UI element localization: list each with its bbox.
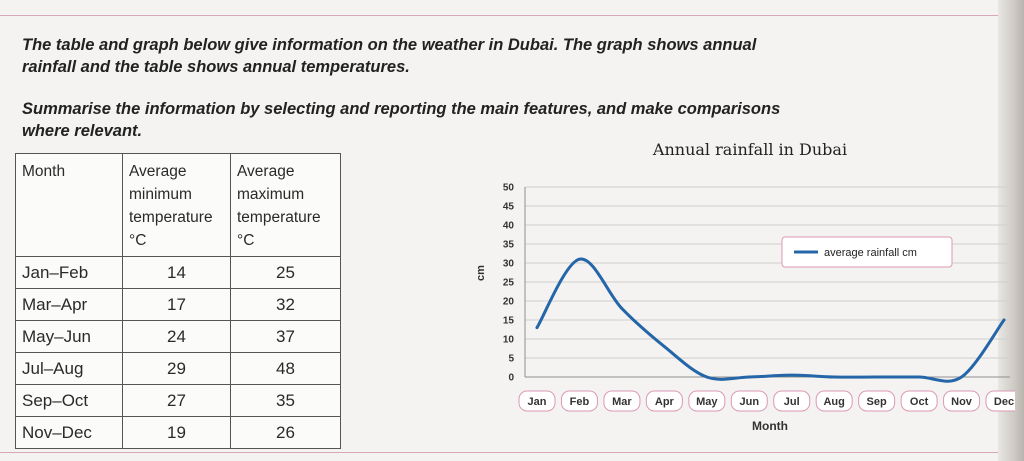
cell-min: 29	[122, 352, 231, 385]
y-tick-label: 30	[503, 259, 515, 270]
y-tick-label: 10	[503, 335, 515, 346]
data-point	[875, 375, 879, 379]
book-spine-shadow	[998, 0, 1024, 461]
data-point	[917, 375, 921, 379]
task-description: The table and graph below give informati…	[22, 36, 757, 76]
x-tick-label: Aug	[823, 396, 844, 408]
x-tick-label: Sep	[867, 396, 887, 408]
data-point	[535, 326, 539, 329]
top-rule	[0, 15, 1000, 16]
cell-month: Mar–Apr	[15, 288, 123, 321]
cell-min: 14	[122, 256, 231, 289]
x-tick-badge	[773, 390, 811, 412]
data-point	[662, 345, 666, 348]
y-tick-label: 40	[503, 221, 515, 232]
x-tick-badge	[858, 390, 896, 412]
task-instruction: Summarise the information by selecting a…	[22, 100, 781, 140]
cell-max: 25	[230, 256, 341, 289]
x-tick-label: Mar	[612, 396, 632, 408]
bottom-rule	[0, 452, 1000, 453]
data-point	[578, 257, 581, 261]
y-tick-label: 45	[503, 202, 515, 213]
x-tick-label: Feb	[570, 396, 590, 408]
x-tick-badge	[730, 390, 768, 412]
header-month: Month	[15, 153, 123, 257]
x-tick-badge	[645, 390, 683, 412]
x-tick-labels: Jan Feb Mar Apr May Jun Jul Aug Sep Oct Nov Dec	[518, 390, 1015, 412]
x-tick-label: Jul	[784, 396, 800, 408]
x-tick-badge	[688, 390, 726, 412]
x-tick-label: Nov	[951, 396, 973, 408]
cell-month: May–Jun	[15, 320, 123, 353]
data-point	[1002, 318, 1006, 322]
y-tick-label: 5	[508, 354, 514, 365]
y-tick-label: 20	[503, 297, 515, 308]
task-prompt: The table and graph below give informati…	[22, 34, 782, 142]
cell-max: 37	[230, 320, 341, 353]
y-tick-labels: 0 5 10 15 20 25 30 35 40 45 50	[503, 183, 515, 384]
table-row: Jan–Feb 14 25	[15, 256, 341, 289]
table-row: Jul–Aug 29 48	[15, 352, 341, 385]
cell-min: 19	[122, 416, 231, 449]
cell-month: Jul–Aug	[15, 352, 123, 385]
x-tick-label: Dec	[994, 396, 1014, 408]
series-layer	[535, 257, 1006, 383]
y-tick-label: 50	[503, 183, 515, 194]
y-axis-label: cm	[475, 265, 487, 281]
cell-month: Jan–Feb	[15, 256, 123, 289]
table-header-row: Month Average minimum temperature °C Ave…	[15, 153, 341, 257]
legend: average rainfall cm	[781, 236, 953, 268]
x-tick-badge	[518, 390, 556, 412]
cell-max: 32	[230, 288, 341, 321]
data-point	[747, 375, 751, 379]
x-axis-label: Month	[752, 419, 788, 433]
x-tick-label: May	[696, 396, 718, 408]
table-row: Nov–Dec 19 26	[15, 416, 341, 449]
cell-min: 24	[122, 320, 231, 353]
cell-max: 26	[230, 416, 341, 449]
cell-month: Nov–Dec	[15, 416, 123, 449]
data-point	[832, 375, 836, 379]
cell-max: 48	[230, 352, 341, 385]
data-point	[960, 375, 963, 379]
x-tick-label: Jan	[528, 396, 547, 408]
temperature-table: Month Average minimum temperature °C Ave…	[15, 153, 341, 449]
x-tick-badge	[985, 390, 1015, 412]
y-tick-label: 25	[503, 278, 515, 289]
series-line-average-rainfall	[535, 257, 1006, 383]
table-row: May–Jun 24 37	[15, 320, 341, 353]
table-row: Sep–Oct 27 35	[15, 384, 341, 417]
gridlines	[524, 186, 1010, 378]
cell-min: 17	[122, 288, 231, 321]
x-tick-badge	[943, 390, 981, 412]
x-tick-badge	[603, 390, 641, 412]
cell-max: 35	[230, 384, 341, 417]
legend-box	[781, 236, 953, 268]
cell-month: Sep–Oct	[15, 384, 123, 417]
x-tick-badge	[560, 390, 598, 412]
cell-min: 27	[122, 384, 231, 417]
x-tick-label: Apr	[655, 396, 675, 408]
y-tick-label: 35	[503, 240, 515, 251]
y-tick-label: 15	[503, 316, 515, 327]
x-tick-badge	[900, 390, 938, 412]
x-tick-label: Oct	[910, 396, 929, 408]
chart-title: Annual rainfall in Dubai	[652, 140, 848, 159]
x-tick-label: Jun	[739, 396, 759, 408]
data-point	[705, 375, 709, 379]
table-row: Mar–Apr 17 32	[15, 288, 341, 321]
header-max-temp: Average maximum temperature °C	[230, 153, 341, 257]
data-point	[790, 373, 794, 377]
legend-label: average rainfall cm	[824, 247, 917, 259]
header-min-temp: Average minimum temperature °C	[122, 153, 231, 257]
data-point	[620, 307, 624, 310]
x-tick-badge	[815, 390, 853, 412]
y-tick-label: 0	[508, 373, 514, 384]
rainfall-chart: 0 5 10 15 20 25 30 35 40 45 50 cm average rainfall…	[475, 183, 1015, 433]
